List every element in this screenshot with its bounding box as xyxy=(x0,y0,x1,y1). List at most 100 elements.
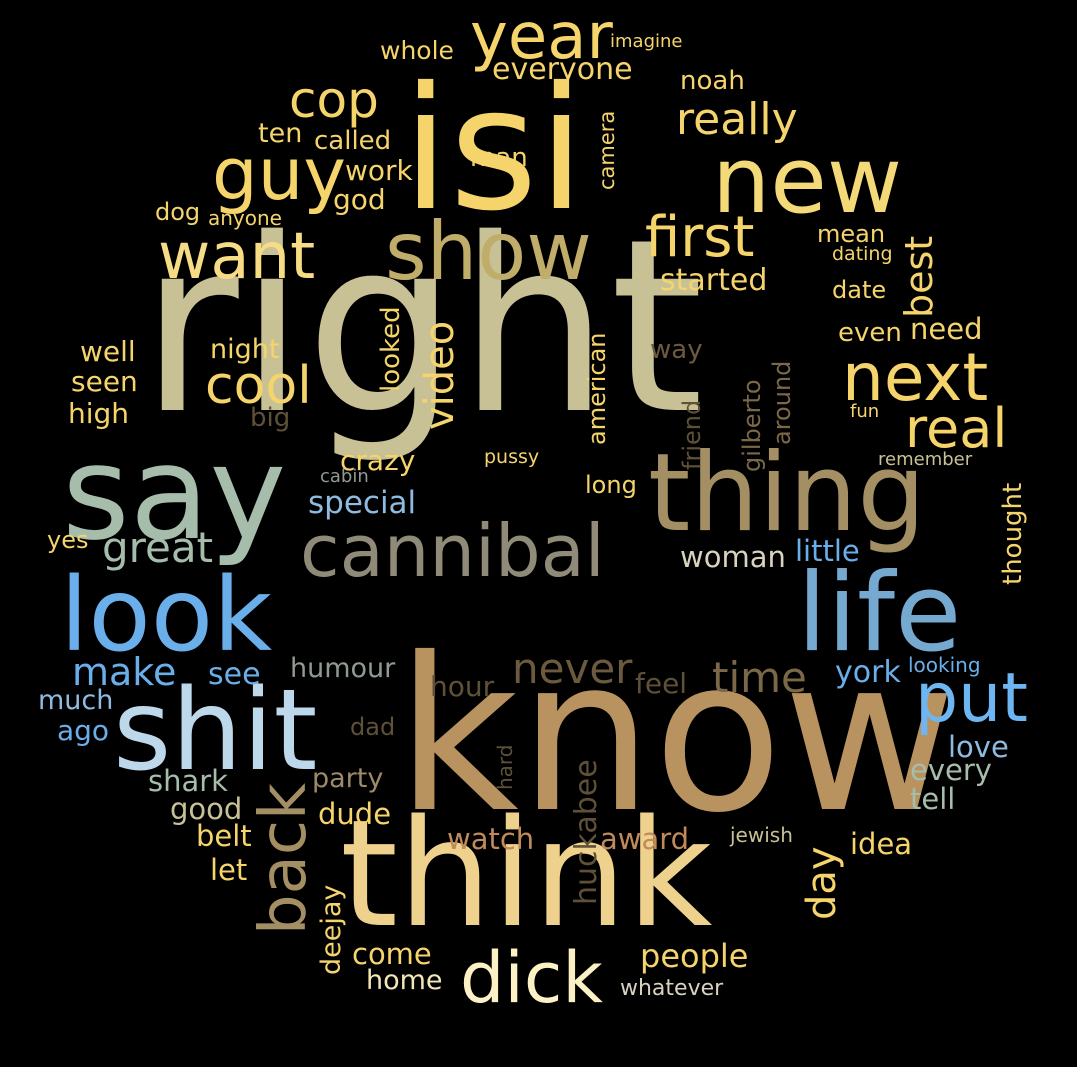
word-well: well xyxy=(80,335,136,368)
word-say: say xyxy=(62,417,287,569)
word-looking: looking xyxy=(908,653,981,677)
word-love: love xyxy=(948,730,1009,764)
word-much: much xyxy=(38,685,114,716)
word-need: need xyxy=(910,312,983,346)
word-dad: dad xyxy=(350,713,396,741)
word-next: next xyxy=(842,339,989,416)
word-noah: noah xyxy=(680,66,745,96)
word-york: york xyxy=(835,655,901,690)
word-big: big xyxy=(250,403,291,433)
word-crazy: crazy xyxy=(340,444,416,477)
word-belt: belt xyxy=(196,819,252,853)
word-anyone: anyone xyxy=(208,206,282,230)
word-deejay: deejay xyxy=(316,884,347,975)
word-home: home xyxy=(366,965,443,996)
word-american: american xyxy=(583,332,611,446)
word-started: started xyxy=(660,263,768,298)
word-mean: mean xyxy=(817,220,886,248)
word-way: way xyxy=(650,335,703,365)
word-dude: dude xyxy=(318,797,392,831)
word-thought: thought xyxy=(998,482,1028,585)
word-see: see xyxy=(208,657,261,692)
word-look: look xyxy=(60,556,273,675)
word-long: long xyxy=(585,471,637,499)
word-high: high xyxy=(68,397,130,430)
word-cabin: cabin xyxy=(320,466,369,487)
word-people: people xyxy=(640,937,749,975)
word-guy: guy xyxy=(212,132,346,216)
word-fun: fun xyxy=(850,401,880,422)
word-shark: shark xyxy=(148,764,228,798)
word-come: come xyxy=(352,937,432,971)
word-tell: tell xyxy=(910,782,956,816)
word-date: date xyxy=(832,276,887,304)
word-seen: seen xyxy=(71,365,138,398)
word-new: new xyxy=(712,127,903,234)
word-camera: camera xyxy=(595,110,619,190)
word-first: first xyxy=(645,205,755,270)
word-ten: ten xyxy=(258,118,303,149)
word-ago: ago xyxy=(57,714,110,747)
word-night: night xyxy=(210,334,280,365)
word-little: little xyxy=(795,534,860,568)
word-really: really xyxy=(676,94,798,145)
word-pussy: pussy xyxy=(484,446,540,468)
word-good: good xyxy=(170,792,243,826)
word-real: real xyxy=(905,397,1008,460)
word-award: award xyxy=(600,822,690,856)
word-idea: idea xyxy=(850,827,913,861)
word-watch: watch xyxy=(447,822,535,856)
word-remember: remember xyxy=(878,449,973,470)
word-thing: thing xyxy=(648,431,926,556)
word-never: never xyxy=(512,644,633,693)
word-dick: dick xyxy=(460,937,603,1019)
word-time: time xyxy=(712,653,807,702)
word-woman: woman xyxy=(680,540,786,574)
word-year: year xyxy=(470,0,613,74)
word-special: special xyxy=(308,485,417,521)
word-video: video xyxy=(417,320,463,430)
word-huckabee: huckabee xyxy=(569,759,604,905)
word-best: best xyxy=(897,235,941,318)
word-make: make xyxy=(72,650,177,694)
word-right: right xyxy=(140,187,704,467)
word-cannibal: cannibal xyxy=(300,509,605,593)
word-isi: isi xyxy=(402,51,586,249)
word-back: back xyxy=(247,782,321,935)
word-cool: cool xyxy=(205,356,312,416)
word-great: great xyxy=(102,523,214,572)
word-hour: hour xyxy=(430,670,495,703)
word-god: god xyxy=(333,183,386,216)
word-day: day xyxy=(799,846,845,920)
word-yes: yes xyxy=(47,526,89,554)
word-around: around xyxy=(768,360,796,445)
word-cop: cop xyxy=(289,71,379,129)
word-hard: hard xyxy=(493,744,517,791)
word-show: show xyxy=(385,205,592,298)
word-man: man xyxy=(470,143,528,173)
word-every: every xyxy=(910,753,992,787)
word-party: party xyxy=(312,763,384,794)
word-let: let xyxy=(210,853,248,887)
word-called: called xyxy=(314,126,392,156)
word-gilberto: gilberto xyxy=(738,379,766,472)
word-know: know xyxy=(396,612,957,859)
word-life: life xyxy=(797,551,962,676)
word-feel: feel xyxy=(635,667,688,700)
word-imagine: imagine xyxy=(610,31,683,52)
word-friend: friend xyxy=(678,399,706,470)
word-think: think xyxy=(340,788,713,960)
word-dating: dating xyxy=(832,243,893,265)
word-put: put xyxy=(915,659,1028,738)
word-jewish: jewish xyxy=(730,823,793,847)
word-want: want xyxy=(158,220,316,294)
word-shit: shit xyxy=(113,666,318,796)
word-humour: humour xyxy=(290,653,396,684)
word-everyone: everyone xyxy=(492,52,633,87)
word-whatever: whatever xyxy=(620,976,724,1001)
word-even: even xyxy=(838,318,902,348)
word-work: work xyxy=(345,154,413,187)
word-whole: whole xyxy=(380,36,454,65)
word-dog: dog xyxy=(155,198,201,226)
